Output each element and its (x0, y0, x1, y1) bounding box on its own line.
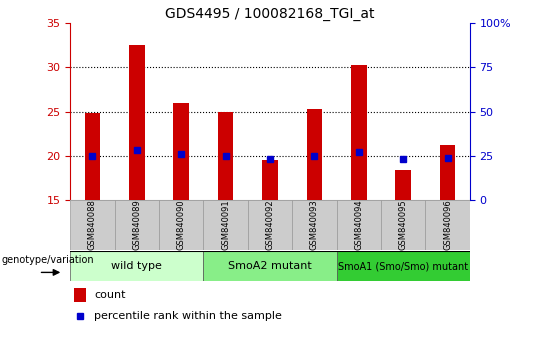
Bar (114, 200, 159, 250)
Text: SmoA1 (Smo/Smo) mutant: SmoA1 (Smo/Smo) mutant (338, 261, 468, 272)
Bar (218, 112, 233, 200)
Bar (70, 200, 114, 250)
Text: GSM840091: GSM840091 (221, 199, 230, 250)
Bar (292, 200, 336, 250)
Bar (336, 251, 470, 281)
Bar (74, 288, 86, 302)
Bar (248, 200, 292, 250)
Text: SmoA2 mutant: SmoA2 mutant (228, 261, 312, 272)
Bar (70, 251, 204, 281)
Bar (336, 200, 381, 250)
Title: GDS4495 / 100082168_TGI_at: GDS4495 / 100082168_TGI_at (165, 7, 375, 21)
Bar (204, 200, 248, 250)
Text: GSM840089: GSM840089 (132, 199, 141, 250)
Text: GSM840088: GSM840088 (88, 199, 97, 250)
Bar (307, 109, 322, 200)
Bar (395, 170, 411, 200)
Text: GSM840093: GSM840093 (310, 199, 319, 250)
Bar (129, 45, 145, 200)
Text: count: count (94, 290, 126, 300)
Bar (159, 200, 204, 250)
Text: GSM840096: GSM840096 (443, 199, 452, 250)
Text: percentile rank within the sample: percentile rank within the sample (94, 311, 282, 321)
Text: GSM840092: GSM840092 (266, 199, 274, 250)
Bar (85, 113, 100, 200)
Bar (262, 160, 278, 200)
Bar (173, 103, 189, 200)
Text: genotype/variation: genotype/variation (2, 255, 94, 266)
Text: GSM840094: GSM840094 (354, 199, 363, 250)
Bar (381, 200, 426, 250)
Text: wild type: wild type (111, 261, 162, 272)
Bar (440, 145, 455, 200)
Text: GSM840095: GSM840095 (399, 199, 408, 250)
Bar (204, 251, 336, 281)
Text: GSM840090: GSM840090 (177, 199, 186, 250)
Bar (426, 200, 470, 250)
Bar (351, 65, 367, 200)
